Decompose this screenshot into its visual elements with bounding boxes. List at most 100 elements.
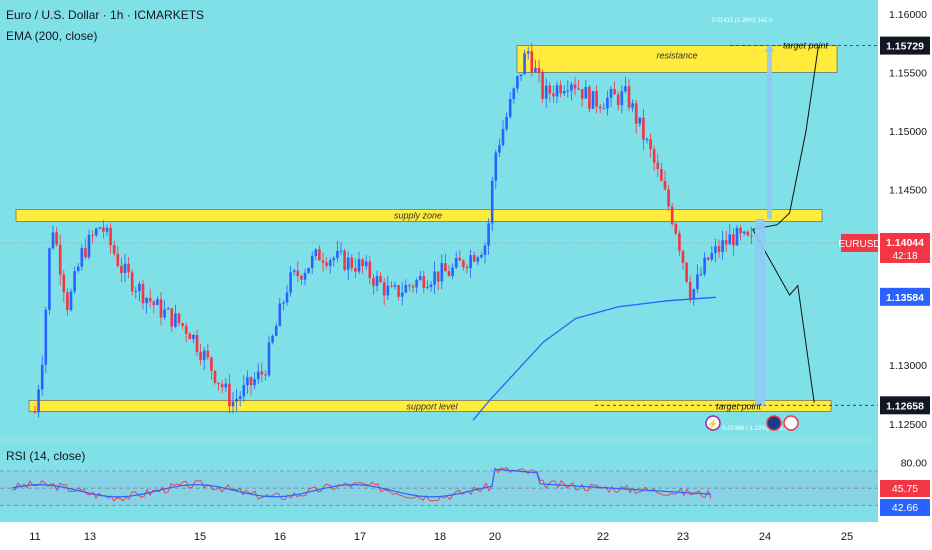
candle-body — [735, 227, 739, 246]
candle-body — [37, 389, 40, 413]
candle-body — [555, 85, 559, 97]
candle-body — [134, 291, 138, 293]
candle-body — [728, 234, 732, 245]
price-tick-label: 1.13000 — [889, 360, 927, 372]
candle-body — [732, 234, 735, 246]
candle-body — [238, 396, 242, 400]
candle-body — [224, 383, 228, 388]
candle-body — [346, 257, 350, 270]
candle-body — [710, 252, 714, 260]
candle-body — [692, 289, 696, 300]
candle-body — [66, 292, 69, 311]
candle-body — [51, 232, 55, 249]
candle-body — [652, 149, 656, 163]
candle-body — [548, 85, 552, 94]
candle-body — [55, 232, 58, 245]
candle-body — [440, 263, 444, 282]
supply-zone — [15, 209, 823, 222]
candle-body — [404, 284, 408, 293]
candle-body — [372, 278, 375, 286]
last-price-text: 1.14044 — [886, 237, 924, 249]
candle-body — [91, 234, 94, 236]
flash-event-icon — [705, 415, 721, 431]
time-tick-label: 11 — [29, 531, 40, 543]
candle-body — [390, 285, 393, 287]
candle-body — [195, 334, 199, 352]
candle-body — [94, 228, 98, 236]
candle-body — [300, 276, 303, 280]
candle-body — [631, 103, 634, 108]
candle-body — [256, 371, 260, 380]
candle-body — [145, 297, 148, 304]
candle-body — [260, 371, 264, 375]
candle-body — [519, 74, 523, 77]
candle-body — [746, 231, 750, 236]
candle-body — [663, 180, 667, 190]
time-axis-background — [0, 522, 878, 550]
candle-body — [343, 250, 346, 270]
candle-body — [559, 85, 562, 94]
candle-body — [130, 272, 134, 292]
candle-body — [242, 384, 246, 397]
candle-body — [350, 257, 354, 268]
candle-body — [469, 255, 472, 269]
candle-body — [192, 334, 195, 340]
candle-body — [638, 117, 642, 124]
candle-body — [609, 89, 613, 98]
candle-body — [271, 335, 274, 343]
target-top-label: target point — [783, 41, 829, 51]
rsi-tick-80: 80.00 — [901, 457, 927, 469]
candle-body — [433, 271, 436, 285]
candle-body — [310, 256, 314, 268]
candle-body — [357, 259, 361, 272]
measure-up-arrowhead — [764, 45, 775, 52]
candle-body — [613, 89, 616, 95]
candle-body — [699, 273, 703, 275]
rsi-background — [0, 440, 878, 522]
resistance-zone — [516, 45, 838, 73]
candle-body — [573, 84, 577, 89]
candle-body — [472, 255, 476, 262]
price-tick-label: 1.12500 — [889, 419, 927, 431]
candle-body — [285, 292, 289, 303]
candle-body — [570, 84, 573, 91]
candle-body — [332, 258, 336, 261]
candle-body — [382, 282, 386, 296]
candle-body — [127, 263, 130, 273]
candle-body — [364, 261, 368, 267]
candle-body — [159, 299, 163, 318]
candle-body — [688, 281, 692, 300]
candle-body — [678, 233, 681, 251]
candle-body — [336, 250, 339, 259]
candle-body — [206, 350, 210, 358]
support-zone-label: support level — [406, 401, 458, 411]
projection-down-line — [752, 229, 815, 403]
candle-body — [580, 89, 584, 99]
candle-body — [739, 227, 742, 234]
candle-body — [523, 53, 526, 75]
candle-body — [314, 249, 318, 257]
candle-body — [462, 260, 465, 268]
candle-body — [591, 91, 595, 109]
candle-body — [534, 67, 537, 72]
candle-body — [181, 323, 184, 326]
candle-body — [379, 276, 382, 283]
candle-body — [487, 223, 490, 246]
candle-body — [246, 377, 249, 385]
time-tick-label: 24 — [759, 531, 771, 543]
price-tick-label: 1.15500 — [889, 67, 927, 79]
candle-body — [598, 106, 602, 109]
measure-bottom-label: 0.01386 (-1.22%) -138.6 — [722, 426, 788, 432]
candle-body — [681, 250, 685, 263]
candle-body — [267, 342, 271, 376]
candle-body — [465, 267, 469, 269]
candle-body — [354, 267, 357, 272]
candle-body — [595, 91, 598, 107]
candle-body — [444, 263, 447, 272]
candle-body — [696, 274, 699, 290]
candle-body — [307, 267, 310, 273]
price-axis: 1.16000 1.15500 1.15000 1.14500 1.13000 1.125… — [838, 9, 930, 431]
candle-body — [44, 309, 48, 365]
projection-up-line — [752, 46, 819, 230]
